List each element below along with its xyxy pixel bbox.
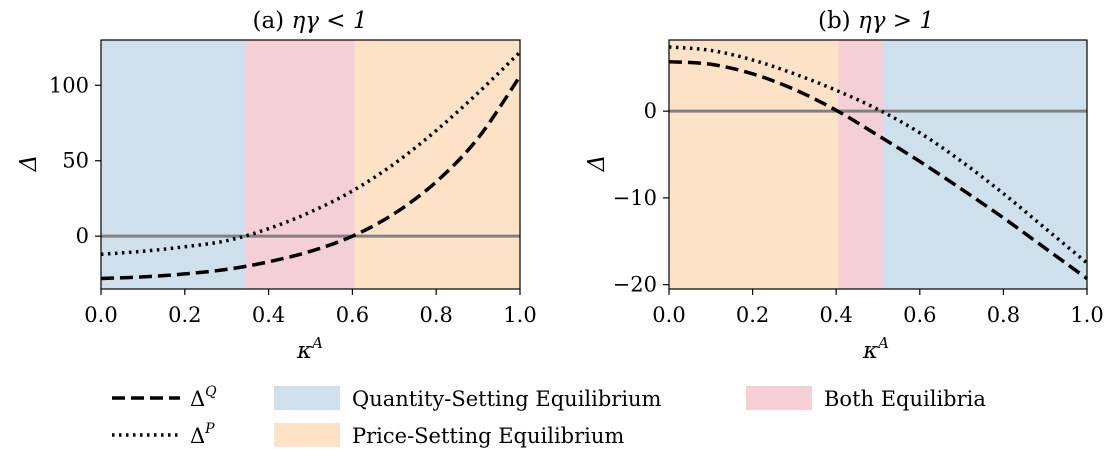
- panel-b-y-axis-title: Δ: [584, 155, 610, 173]
- panel-a-y-axis-title: Δ: [16, 155, 42, 173]
- panel-b-plot-area: 0.0 0.2 0.4 0.6 0.8 1.0 0 −10 −20: [613, 39, 1104, 327]
- series-line-delta-q: [100, 75, 522, 281]
- legend-both-label: Both Equilibria: [824, 387, 986, 411]
- legend: ΔQ ΔP Quantity-Setting Equilibrium Price…: [112, 384, 986, 448]
- x-tick-label: 1.0: [503, 303, 536, 327]
- panel-a-x-axis-title: κA: [296, 334, 323, 364]
- x-tick-label: 0.4: [819, 303, 852, 327]
- x-tick-label: 0.6: [336, 303, 369, 327]
- legend-price-label: Price-Setting Equilibrium: [352, 424, 624, 448]
- panel-a-title: (a) ηγ < 1: [252, 8, 367, 34]
- panel-b-x-axis-title: κA: [862, 334, 889, 364]
- x-tick-label: 0.6: [903, 303, 936, 327]
- x-tick-label: 0.8: [987, 303, 1020, 327]
- region-quantity-setting-equilibrium: [101, 40, 246, 289]
- y-tick-label: 50: [62, 149, 89, 173]
- series-line-delta-q: [668, 59, 1089, 281]
- legend-quantity-label: Quantity-Setting Equilibrium: [352, 387, 662, 411]
- y-tick-label: 0: [76, 224, 89, 248]
- legend-quantity-swatch: [274, 386, 340, 410]
- x-tick-label: 0.2: [168, 303, 201, 327]
- y-tick-label: 0: [644, 99, 657, 123]
- y-tick-label: −10: [613, 186, 657, 210]
- legend-dq-label: ΔQ: [190, 384, 217, 411]
- plot-frame: [668, 39, 1088, 290]
- x-tick-label: 0.0: [84, 303, 117, 327]
- x-tick-label: 0.2: [736, 303, 769, 327]
- region-both-equilibria: [245, 40, 355, 289]
- region-price-setting-equilibrium: [669, 40, 839, 289]
- legend-dp-label: ΔP: [190, 421, 215, 448]
- panel-b: (b) ηγ > 1 0.0 0.2 0.4 0.6 0.8 1.00−10−20 κA …: [584, 8, 1104, 364]
- legend-both-swatch: [746, 386, 812, 410]
- series-line-delta-p: [100, 50, 522, 257]
- plot-frame: [100, 39, 521, 290]
- x-tick-label: 0.4: [252, 303, 285, 327]
- series-line-delta-p: [668, 45, 1089, 265]
- y-tick-label: 100: [49, 73, 89, 97]
- x-tick-label: 1.0: [1070, 303, 1103, 327]
- panel-b-title: (b) ηγ > 1: [818, 8, 934, 34]
- region-quantity-setting-equilibrium: [883, 40, 1087, 289]
- x-tick-label: 0.0: [652, 303, 685, 327]
- region-both-equilibria: [838, 40, 884, 289]
- panel-a-plot-area: 0.0 0.2 0.4 0.6 0.8 1.0 0 50 100: [49, 39, 537, 327]
- panel-a: (a) ηγ < 1 0.0 0.2 0.4 0.6 0.8 1.0 0 50 100 κA Δ: [16, 8, 537, 364]
- y-tick-label: −20: [613, 273, 657, 297]
- region-price-setting-equilibrium: [354, 40, 520, 289]
- legend-price-swatch: [274, 423, 340, 447]
- x-tick-label: 0.8: [419, 303, 452, 327]
